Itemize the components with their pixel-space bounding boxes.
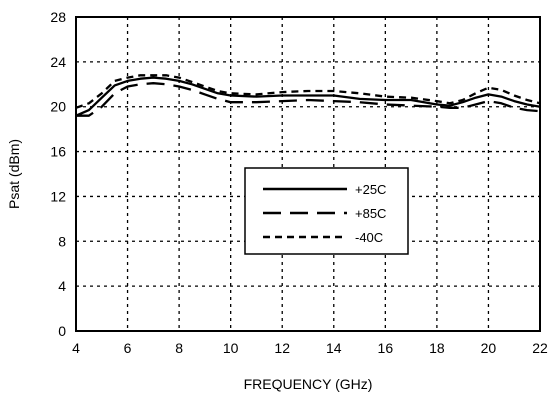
x-tick-label: 16: [378, 340, 394, 356]
y-tick-label: 8: [58, 233, 66, 249]
x-tick-label: 22: [532, 340, 548, 356]
y-tick-labels: 0 4 8 12 16 20 24 28: [50, 9, 66, 339]
y-tick-label: 0: [58, 323, 66, 339]
y-tick-label: 16: [50, 144, 66, 160]
x-tick-label: 18: [429, 340, 445, 356]
y-axis-title: Psat (dBm): [6, 139, 22, 209]
x-tick-label: 20: [481, 340, 497, 356]
y-tick-label: 12: [50, 188, 66, 204]
x-tick-label: 4: [72, 340, 80, 356]
y-tick-label: 20: [50, 99, 66, 115]
series-line-40c: [75, 74, 541, 109]
series-line-25c: [75, 76, 541, 117]
plot-frame: [75, 16, 541, 332]
legend: +25C +85C -40C: [244, 167, 409, 255]
legend-label: +85C: [355, 206, 386, 221]
series-group: [75, 74, 541, 117]
x-tick-label: 12: [274, 340, 290, 356]
legend-label: -40C: [355, 230, 383, 245]
series-line-85c: [76, 82, 541, 117]
legend-items: +25C +85C -40C: [263, 182, 386, 245]
y-tick-label: 4: [58, 278, 66, 294]
legend-box: [244, 167, 409, 255]
x-tick-label: 6: [124, 340, 132, 356]
x-tick-labels: 4 6 8 10 12 14 16 18 20 22: [72, 340, 548, 356]
x-tick-label: 14: [326, 340, 342, 356]
y-tick-label: 28: [50, 9, 66, 25]
x-tick-label: 8: [175, 340, 183, 356]
x-axis-title: FREQUENCY (GHz): [244, 376, 373, 392]
x-tick-label: 10: [223, 340, 239, 356]
y-tick-label: 24: [50, 54, 66, 70]
legend-label: +25C: [355, 182, 386, 197]
